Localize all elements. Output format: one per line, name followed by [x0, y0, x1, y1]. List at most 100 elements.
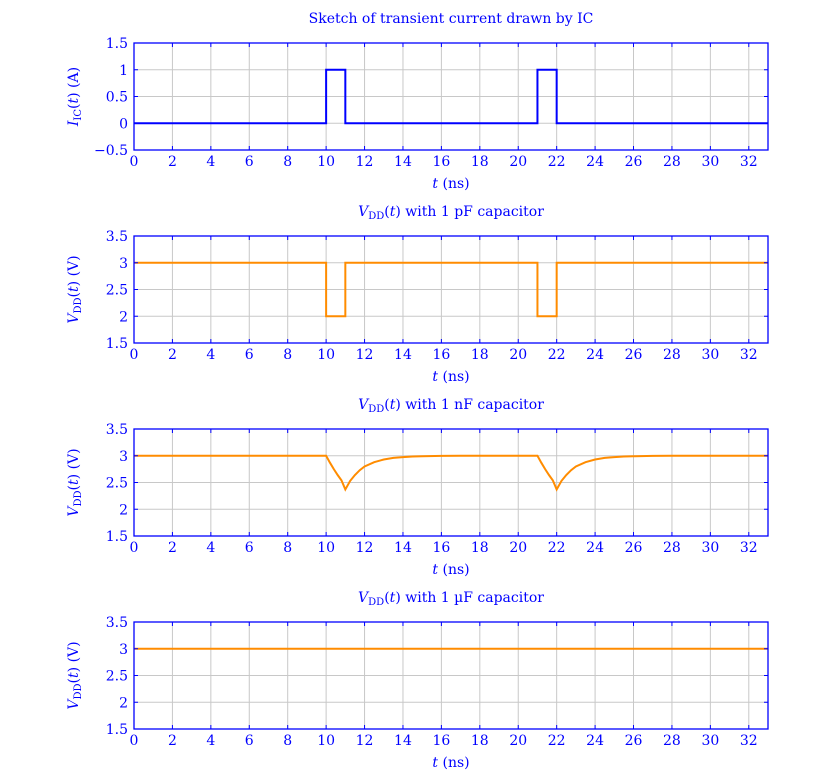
x-tick-label: 6 [245, 347, 254, 363]
x-axis-label: t (ns) [432, 369, 469, 385]
x-tick-label: 14 [394, 154, 412, 170]
y-tick-label: 3.5 [106, 422, 128, 438]
chart-title-sub: DD [368, 404, 384, 415]
x-axis-label: t (ns) [432, 562, 469, 578]
y-axis-label-sub: DD [73, 490, 84, 506]
x-tick-label: 26 [625, 733, 643, 749]
chart-title: VDD(t) with 1 pF capacitor [358, 204, 544, 222]
y-tick-label: 2 [119, 502, 128, 518]
x-axis-label-var: t [432, 176, 438, 192]
series-line-1 [134, 454, 768, 492]
y-tick-label: 3 [119, 449, 128, 465]
x-axis-label: t (ns) [432, 755, 469, 771]
chart-title-var: V [358, 204, 370, 220]
x-tick-label: 2 [168, 347, 177, 363]
x-tick-label: 32 [740, 733, 758, 749]
y-axis-label-unit: (V) [66, 448, 82, 473]
y-tick-label: 0 [119, 116, 128, 132]
y-axis-label-unit: (A) [66, 67, 82, 92]
chart-title-var: V [358, 590, 370, 606]
x-tick-label: 16 [432, 540, 450, 556]
series-line-1 [134, 261, 768, 318]
x-axis-label-unit: (ns) [438, 755, 470, 771]
x-tick-label: 12 [356, 733, 374, 749]
x-tick-label: 22 [548, 347, 566, 363]
y-tick-label: 1.5 [106, 336, 128, 352]
chart-title-var: V [358, 397, 370, 413]
x-tick-label: 14 [394, 540, 412, 556]
x-tick-label: 8 [283, 154, 292, 170]
y-tick-label: 3 [119, 256, 128, 272]
x-tick-label: 10 [317, 154, 335, 170]
x-tick-label: 30 [701, 540, 719, 556]
y-axis-label: VDD(t) (V) [66, 448, 84, 516]
x-tick-label: 22 [548, 733, 566, 749]
y-tick-label: 2.5 [106, 283, 128, 299]
x-tick-label: 28 [663, 733, 681, 749]
x-tick-label: 0 [130, 154, 139, 170]
x-axis-label-var: t [432, 369, 438, 385]
x-tick-label: 32 [740, 154, 758, 170]
x-tick-label: 0 [130, 733, 139, 749]
chart-panel-1: Sketch of transient current drawn by IC 0… [66, 11, 769, 192]
x-tick-label: 28 [663, 347, 681, 363]
x-tick-label: 22 [548, 154, 566, 170]
x-tick-label: 30 [701, 733, 719, 749]
x-tick-label: 12 [356, 154, 374, 170]
x-tick-label: 10 [317, 540, 335, 556]
x-tick-label: 6 [245, 154, 254, 170]
grid [133, 428, 768, 537]
x-tick-label: 16 [432, 154, 450, 170]
x-tick-label: 4 [206, 540, 215, 556]
y-axis-label-sub: IC [73, 109, 84, 121]
y-axis-label-var: V [66, 698, 82, 710]
y-tick-label: 3 [119, 642, 128, 658]
x-tick-label: 2 [168, 154, 177, 170]
x-tick-label: 24 [586, 347, 604, 363]
x-tick-label: 32 [740, 540, 758, 556]
x-tick-label: 4 [206, 154, 215, 170]
y-tick-label: 2.5 [106, 669, 128, 685]
y-tick-label: 1 [119, 63, 128, 79]
x-tick-label: 22 [548, 540, 566, 556]
chart-title-rest: with 1 nF capacitor [401, 397, 544, 413]
x-tick-label: 30 [701, 154, 719, 170]
y-axis-label-var: I [66, 120, 82, 127]
series-line-1 [134, 68, 768, 125]
chart-title-sub: DD [368, 211, 384, 222]
y-axis-label: VDD(t) (V) [66, 641, 84, 709]
x-tick-label: 10 [317, 733, 335, 749]
grid [133, 621, 768, 730]
x-tick-label: 8 [283, 540, 292, 556]
x-tick-label: 6 [245, 540, 254, 556]
x-tick-label: 12 [356, 540, 374, 556]
x-axis-label-unit: (ns) [438, 562, 470, 578]
y-axis-label-sub: DD [73, 297, 84, 313]
x-tick-label: 20 [509, 733, 527, 749]
y-axis-label: IIC(t) (A) [66, 67, 84, 127]
x-axis-label-var: t [432, 755, 438, 771]
x-tick-label: 12 [356, 347, 374, 363]
x-tick-label: 4 [206, 347, 215, 363]
y-tick-label: 1.5 [106, 529, 128, 545]
chart-title: VDD(t) with 1 µF capacitor [358, 590, 544, 608]
chart-title-rest: with 1 pF capacitor [401, 204, 544, 220]
y-tick-label: −0.5 [94, 143, 128, 159]
x-tick-label: 4 [206, 733, 215, 749]
y-tick-label: 0.5 [106, 90, 128, 106]
y-axis-label-var: V [66, 505, 82, 517]
x-tick-label: 26 [625, 347, 643, 363]
chart-title-rest: with 1 µF capacitor [401, 590, 544, 606]
y-axis-label: VDD(t) (V) [66, 255, 84, 323]
x-tick-label: 2 [168, 733, 177, 749]
x-tick-label: 18 [471, 733, 489, 749]
y-tick-label: 2 [119, 695, 128, 711]
y-tick-label: 2.5 [106, 476, 128, 492]
chart-title-sub: DD [368, 597, 384, 608]
y-tick-label: 3.5 [106, 615, 128, 631]
x-tick-label: 24 [586, 733, 604, 749]
x-tick-label: 26 [625, 540, 643, 556]
